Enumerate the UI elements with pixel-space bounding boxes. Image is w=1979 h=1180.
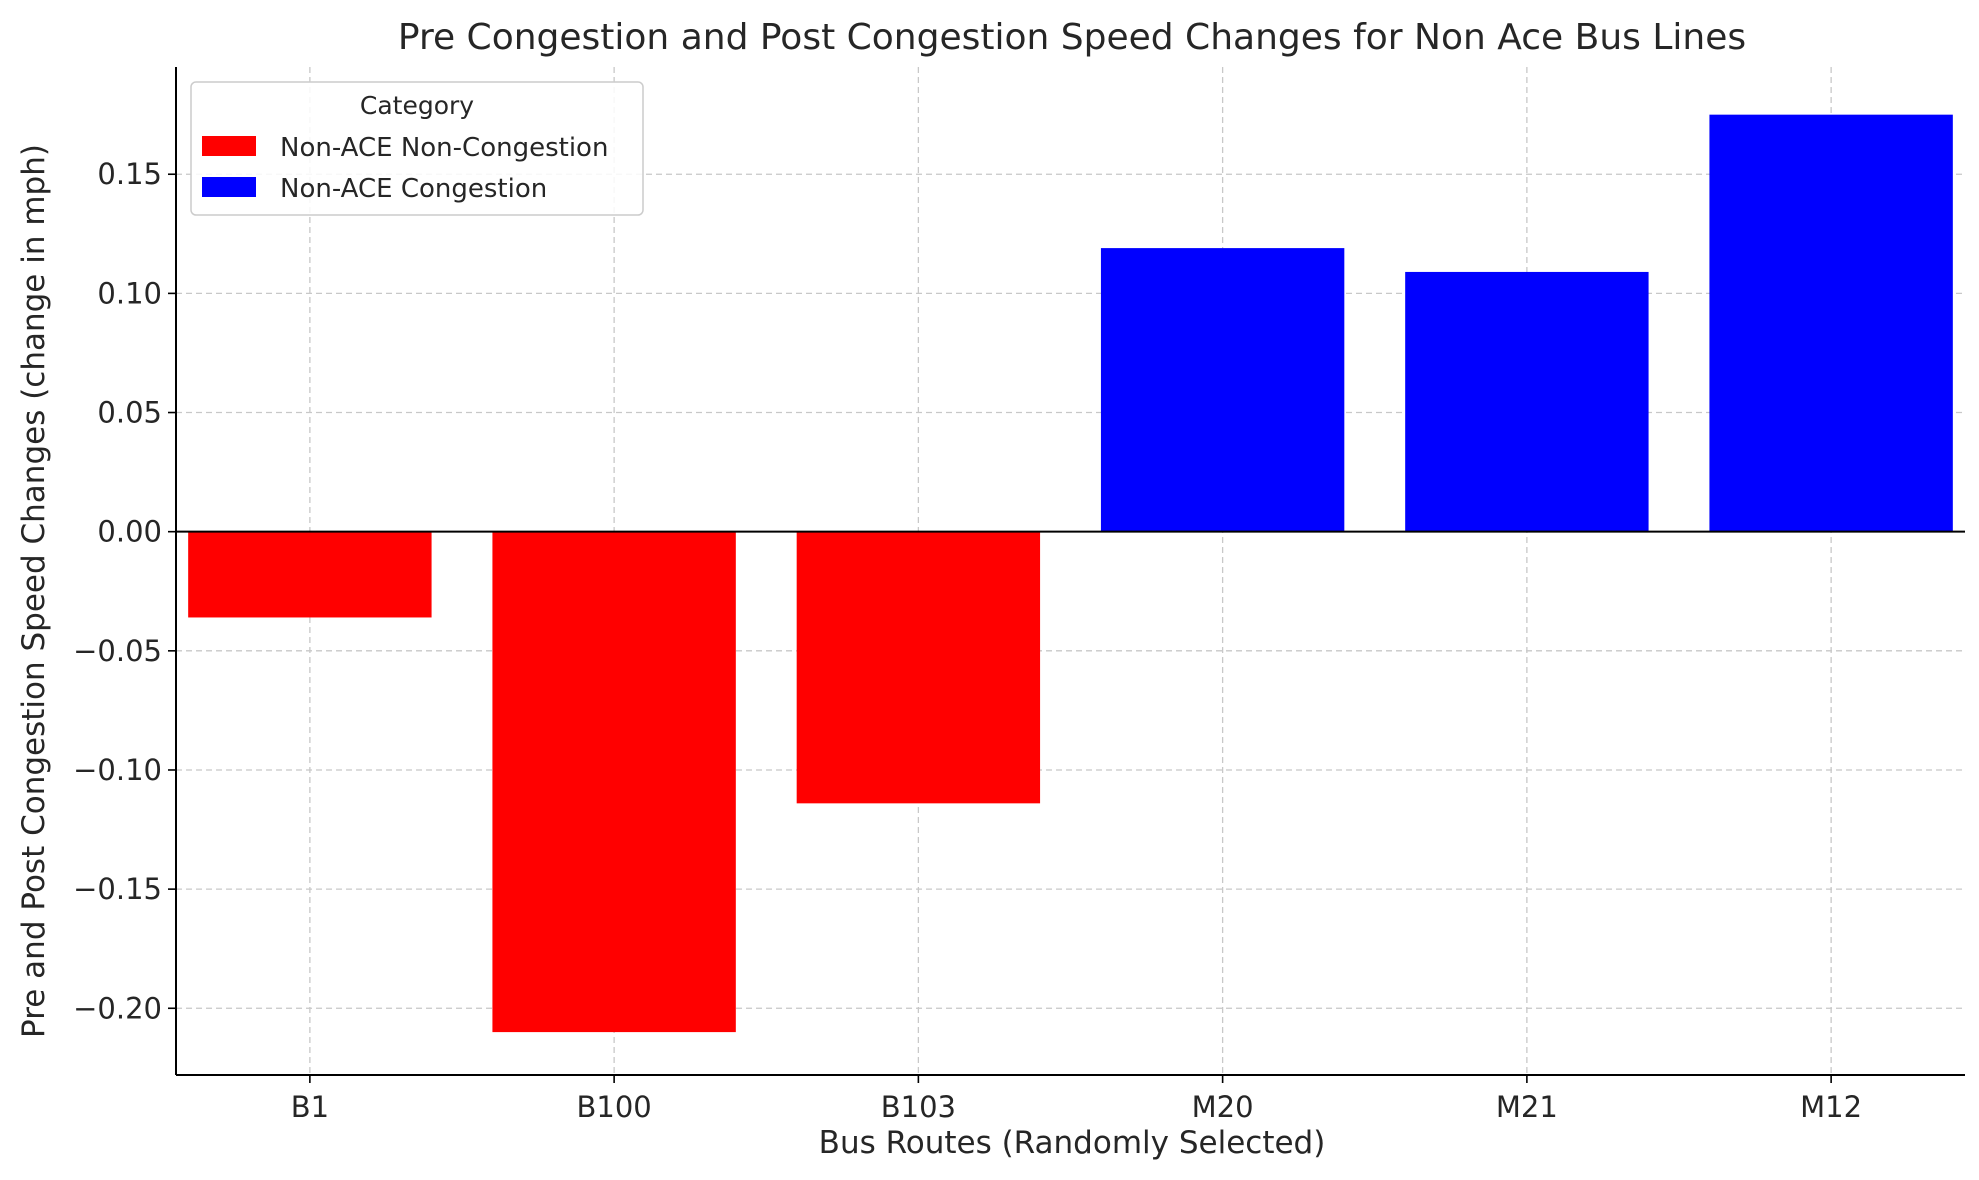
- y-tick-label: 0.05: [97, 396, 162, 430]
- grid: [176, 67, 1965, 1075]
- y-axis-label: Pre and Post Congestion Speed Changes (c…: [16, 144, 52, 1038]
- legend-label-non-ace-non-congestion: Non-ACE Non-Congestion: [280, 133, 608, 163]
- bars: [176, 114, 1965, 1033]
- bar-b100: [492, 531, 736, 1033]
- bar-m12: [1709, 114, 1953, 532]
- x-axis-label: Bus Routes (Randomly Selected): [819, 1125, 1326, 1161]
- bar-m20: [1100, 248, 1345, 532]
- bar-m21: [1405, 271, 1649, 532]
- x-tick-label-b1: B1: [291, 1090, 329, 1124]
- x-tick-label-b103: B103: [881, 1090, 956, 1124]
- bar-b1: [188, 531, 432, 618]
- x-tick-label-m20: M20: [1192, 1090, 1254, 1124]
- x-ticks: B1 B100 B103 M20 M21 M12: [291, 1075, 1862, 1124]
- legend-swatch-non-ace-non-congestion: [202, 136, 256, 156]
- y-tick-label: −0.15: [73, 872, 162, 906]
- legend: Category Non-ACE Non-Congestion Non-ACE …: [190, 81, 644, 216]
- x-tick-label-m21: M21: [1496, 1090, 1558, 1124]
- legend-label-non-ace-congestion: Non-ACE Congestion: [280, 174, 547, 204]
- bar-b103: [796, 531, 1041, 804]
- y-tick-label: −0.05: [73, 634, 162, 668]
- legend-title: Category: [360, 91, 474, 120]
- y-ticks: −0.20 −0.15 −0.10 −0.05 0.00 0.05 0.10 0.15: [73, 157, 176, 1025]
- y-tick-label: 0.00: [97, 515, 162, 549]
- y-tick-label: −0.10: [73, 753, 162, 787]
- x-tick-label-m12: M12: [1800, 1090, 1862, 1124]
- x-tick-label-b100: B100: [576, 1090, 651, 1124]
- legend-frame: [190, 81, 644, 216]
- chart-title: Pre Congestion and Post Congestion Speed…: [398, 17, 1746, 58]
- y-tick-label: −0.20: [73, 991, 162, 1025]
- y-tick-label: 0.10: [97, 276, 162, 310]
- legend-swatch-non-ace-congestion: [202, 177, 256, 197]
- axes: [175, 67, 1965, 1076]
- y-tick-label: 0.15: [97, 157, 162, 191]
